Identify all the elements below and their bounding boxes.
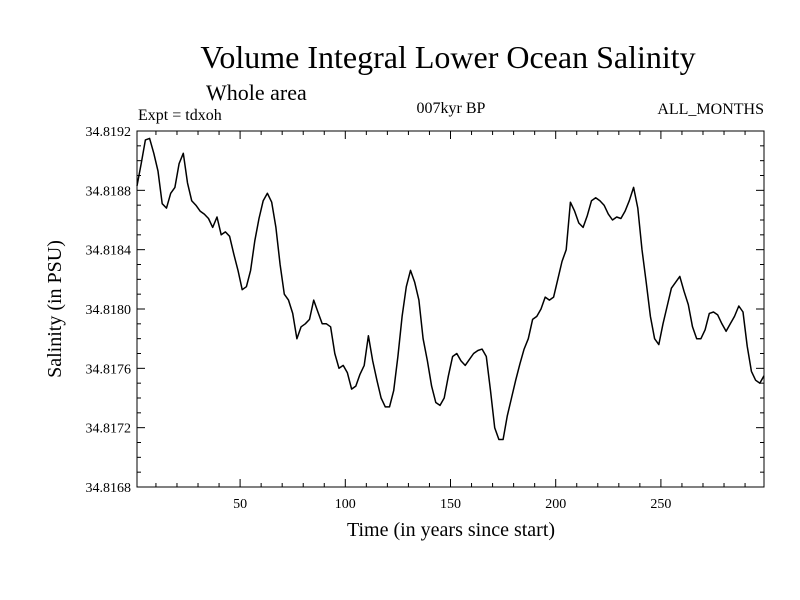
x-tick-label: 200: [545, 497, 566, 512]
plot-frame: [136, 130, 765, 488]
y-tick-label: 34.8172: [86, 422, 132, 437]
series-line: [136, 137, 765, 441]
chart-subtitle: Whole area: [206, 80, 307, 105]
y-axis-label: Salinity (in PSU): [44, 240, 66, 378]
x-tick-label: 100: [335, 497, 356, 512]
x-tick-label: 250: [650, 497, 671, 512]
x-tick-label: 150: [440, 497, 461, 512]
x-ticks: 50 100 150 200 250: [155, 131, 746, 512]
y-tick-label: 34.8180: [86, 303, 132, 318]
months-label: ALL_MONTHS: [657, 101, 764, 118]
y-tick-label: 34.8176: [86, 362, 132, 377]
period-label: 007kyr BP: [417, 100, 486, 117]
expt-label: Expt = tdxoh: [138, 107, 222, 124]
y-tick-label: 34.8184: [86, 244, 132, 259]
y-tick-label: 34.8188: [86, 184, 132, 199]
y-tick-label: 34.8168: [86, 481, 132, 496]
y-tick-label: 34.8192: [86, 125, 132, 140]
chart-title: Volume Integral Lower Ocean Salinity: [200, 39, 695, 75]
x-axis-label: Time (in years since start): [347, 519, 555, 541]
y-ticks: 34.8168 34.8172 34.8176 34.8180 34.8184 34.81…: [86, 125, 764, 496]
x-tick-label: 50: [233, 497, 247, 512]
